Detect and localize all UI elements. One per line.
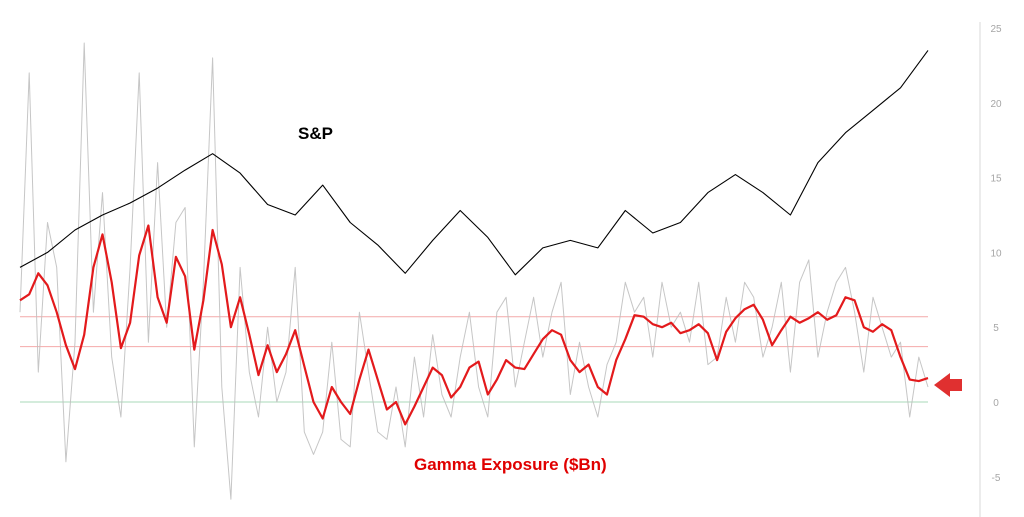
y-tick-label: 10 bbox=[990, 248, 1002, 259]
gamma-daily-line bbox=[19, 42, 929, 500]
y-tick-label: -5 bbox=[992, 473, 1001, 484]
y-tick-label: 20 bbox=[990, 99, 1002, 110]
sp-series-label: S&P bbox=[298, 124, 333, 143]
current-level-arrow bbox=[934, 373, 962, 398]
y-tick-label: 5 bbox=[993, 323, 999, 334]
gamma-smooth-line bbox=[19, 224, 929, 426]
y-tick-label: 0 bbox=[993, 398, 999, 409]
series-sp bbox=[19, 50, 929, 276]
series-gamma-smooth bbox=[19, 224, 929, 426]
series-gamma-daily bbox=[19, 42, 929, 500]
gamma-exposure-label: Gamma Exposure ($Bn) bbox=[414, 455, 607, 474]
series-layer bbox=[19, 42, 929, 500]
sp-line bbox=[19, 50, 929, 276]
y-axis-ticks: 25 20 15 10 5 0 -5 bbox=[990, 24, 1002, 484]
y-tick-label: 15 bbox=[990, 174, 1002, 185]
y-tick-label: 25 bbox=[990, 24, 1002, 35]
marker-layer bbox=[934, 373, 962, 398]
